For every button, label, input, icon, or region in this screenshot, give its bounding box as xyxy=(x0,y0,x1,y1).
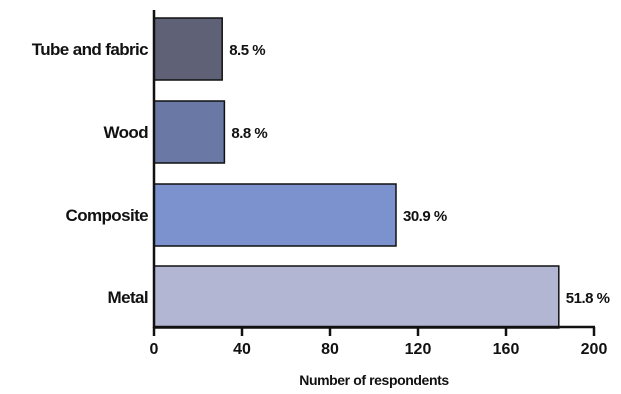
bar-metal xyxy=(153,265,560,329)
category-labels: Tube and fabric Wood Composite Metal xyxy=(32,40,149,307)
bar-composite xyxy=(153,183,397,247)
x-tick-label-80: 80 xyxy=(321,341,339,358)
x-axis-title: Number of respondents xyxy=(299,372,449,388)
data-labels: 8.5 % 8.8 % 30.9 % 51.8 % xyxy=(229,42,610,307)
bar-wood xyxy=(153,100,226,164)
data-label-wood: 8.8 % xyxy=(231,125,267,142)
x-tick-label-120: 120 xyxy=(405,341,432,358)
x-tick-label-160: 160 xyxy=(493,341,520,358)
category-label-composite: Composite xyxy=(66,206,149,225)
x-axis-ticks: 0 40 80 120 160 200 xyxy=(150,327,608,358)
bar-tube-and-fabric xyxy=(153,17,223,81)
x-tick-label-40: 40 xyxy=(233,341,251,358)
data-label-tube-and-fabric: 8.5 % xyxy=(229,42,265,59)
x-tick-label-0: 0 xyxy=(150,341,159,358)
category-label-tube-and-fabric: Tube and fabric xyxy=(32,40,148,59)
data-label-metal: 51.8 % xyxy=(566,290,610,307)
bars-group xyxy=(153,17,560,329)
category-label-metal: Metal xyxy=(108,288,148,307)
x-tick-label-200: 200 xyxy=(581,341,608,358)
category-label-wood: Wood xyxy=(104,123,149,142)
data-label-composite: 30.9 % xyxy=(403,208,447,225)
